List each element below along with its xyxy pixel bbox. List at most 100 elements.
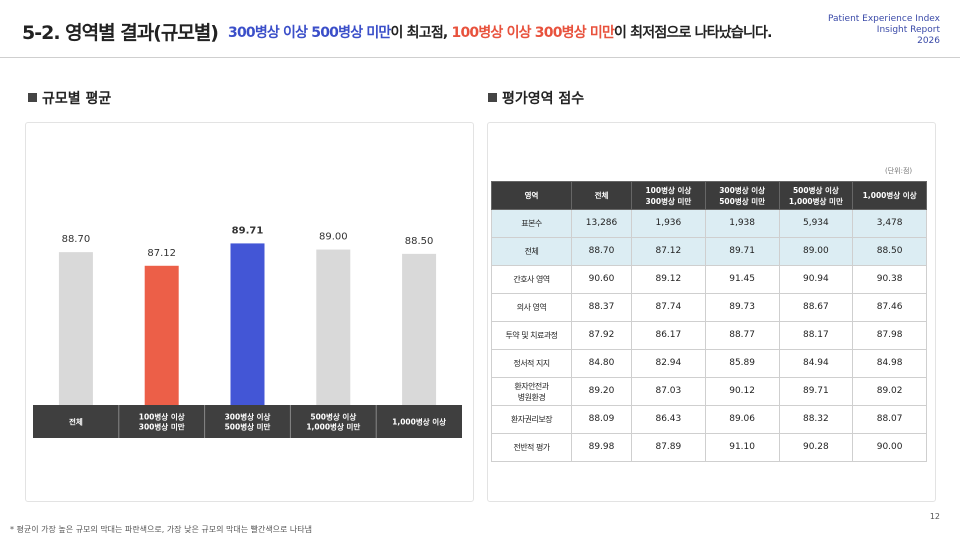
x-tick-label: 100병상 이상 <box>139 412 185 422</box>
row-label: 정서적 지지 <box>491 349 572 378</box>
column-header: 500병상 이상 1,000병상 미만 <box>778 181 854 210</box>
cell: 90.38 <box>852 265 927 294</box>
cell: 1,936 <box>631 209 706 238</box>
table-body: 표본수 13,286 1,936 1,938 5,934 3,478 전체 88.70 87.1… <box>491 209 927 462</box>
cell: 87.12 <box>631 237 706 266</box>
cell: 88.32 <box>778 405 854 434</box>
bar <box>230 243 265 405</box>
cell: 86.43 <box>631 405 706 434</box>
column-header: 영역 <box>491 181 572 210</box>
cell: 89.71 <box>778 377 854 406</box>
row-label: 간호사 영역 <box>491 265 572 294</box>
table-row: 의사 영역 88.37 87.74 89.73 88.67 87.46 <box>491 293 927 322</box>
column-header: 100병상 이상 300병상 미만 <box>631 181 706 210</box>
subtitle-segment: 100병상 이상 300병상 미만 <box>451 25 615 41</box>
cell: 89.73 <box>704 293 780 322</box>
bar <box>402 253 437 405</box>
table-row: 전체 88.70 87.12 89.71 89.00 88.50 <box>491 237 927 266</box>
table-row: 정서적 지지 84.80 82.94 85.89 84.94 84.98 <box>491 349 927 378</box>
cell: 84.80 <box>571 349 632 378</box>
cell: 88.77 <box>704 321 780 350</box>
value-label: 89.71 <box>232 225 264 236</box>
table-header: 영역 전체 100병상 이상 300병상 미만 300병상 이상 500병상 미만 50… <box>491 181 927 210</box>
cell: 90.28 <box>778 433 854 462</box>
section-heading: 평가영역 점수 <box>488 88 584 108</box>
cell: 84.98 <box>852 349 927 378</box>
chart-panel <box>25 122 474 502</box>
row-label: 전반적 평가 <box>491 433 572 462</box>
cell: 82.94 <box>631 349 706 378</box>
cell: 89.71 <box>704 237 780 266</box>
cell: 88.17 <box>778 321 854 350</box>
row-label: 환자안전과 병원환경 <box>491 377 572 406</box>
cell: 88.09 <box>571 405 632 434</box>
cell: 84.94 <box>778 349 854 378</box>
bar <box>144 265 179 405</box>
cell: 89.00 <box>778 237 854 266</box>
cell: 88.67 <box>778 293 854 322</box>
cell: 87.89 <box>631 433 706 462</box>
cell: 86.17 <box>631 321 706 350</box>
cell: 88.37 <box>571 293 632 322</box>
cell: 88.07 <box>852 405 927 434</box>
cell: 3,478 <box>852 209 927 238</box>
table-row: 표본수 13,286 1,936 1,938 5,934 3,478 <box>491 209 927 238</box>
cell: 87.46 <box>852 293 927 322</box>
title: 5-2. 영역별 결과(규모별) <box>22 22 219 44</box>
value-label: 87.12 <box>147 248 176 259</box>
row-label: 표본수 <box>491 209 572 238</box>
value-label: 88.50 <box>405 236 434 247</box>
cell: 85.89 <box>704 349 780 378</box>
cell: 5,934 <box>778 209 854 238</box>
score-table: 영역 전체 100병상 이상 300병상 미만 300병상 이상 500병상 미만 50… <box>491 181 927 462</box>
cell: 88.70 <box>571 237 632 266</box>
unit: (단위:점) <box>885 167 913 175</box>
brand-line: Patient Experience Index <box>827 14 940 24</box>
brand: Patient Experience Index Insight Report … <box>828 14 940 47</box>
bar <box>58 252 93 405</box>
divider <box>0 57 960 58</box>
table-row: 투약 및 치료과정 87.92 86.17 88.77 88.17 87.98 <box>491 321 927 350</box>
table-row: 간호사 영역 90.60 89.12 91.45 90.94 90.38 <box>491 265 927 294</box>
x-tick-label: 1,000병상 이상 <box>392 417 446 427</box>
x-tick-label: 300병상 미만 <box>139 422 185 432</box>
cell: 87.03 <box>631 377 706 406</box>
cell: 89.02 <box>852 377 927 406</box>
cell: 89.12 <box>631 265 706 294</box>
page-number: 12 <box>929 512 940 521</box>
brand-line: Insight Report <box>876 25 940 35</box>
row-label: 투약 및 치료과정 <box>491 321 572 350</box>
subtitle-segment: 300병상 이상 500병상 미만 <box>228 25 391 41</box>
category-band <box>33 405 462 438</box>
cell: 89.20 <box>571 377 632 406</box>
cell: 90.00 <box>852 433 927 462</box>
cell: 87.92 <box>571 321 632 350</box>
cell: 1,938 <box>704 209 780 238</box>
value-label: 88.70 <box>62 234 91 245</box>
cell: 90.94 <box>778 265 854 294</box>
cell: 91.45 <box>704 265 780 294</box>
subtitle-segment: 이 최고점, <box>390 25 452 41</box>
column-header: 전체 <box>571 181 632 210</box>
x-tick-label: 500병상 미만 <box>225 422 271 432</box>
cell: 87.74 <box>631 293 706 322</box>
table-row: 환자안전과 병원환경 89.20 87.03 90.12 89.71 89.02 <box>491 377 927 406</box>
cell: 90.60 <box>571 265 632 294</box>
cell: 87.98 <box>852 321 927 350</box>
cell: 91.10 <box>704 433 780 462</box>
cell: 90.12 <box>704 377 780 406</box>
subtitle: 300병상 이상 500병상 미만이 최고점, 100병상 이상 300병상 미… <box>228 22 772 42</box>
table-row: 환자권리보장 88.09 86.43 89.06 88.32 88.07 <box>491 405 927 434</box>
subtitle-segment: 이 최저점으로 나타났습니다. <box>614 25 772 41</box>
cell: 89.98 <box>571 433 632 462</box>
row-label: 환자권리보장 <box>491 405 572 434</box>
x-tick-label: 500병상 이상 <box>310 412 356 422</box>
row-label: 의사 영역 <box>491 293 572 322</box>
bar <box>316 249 351 405</box>
value-label: 89.00 <box>319 232 348 243</box>
table-panel <box>487 122 936 502</box>
cell: 89.06 <box>704 405 780 434</box>
x-tick-label: 300병상 이상 <box>225 412 271 422</box>
